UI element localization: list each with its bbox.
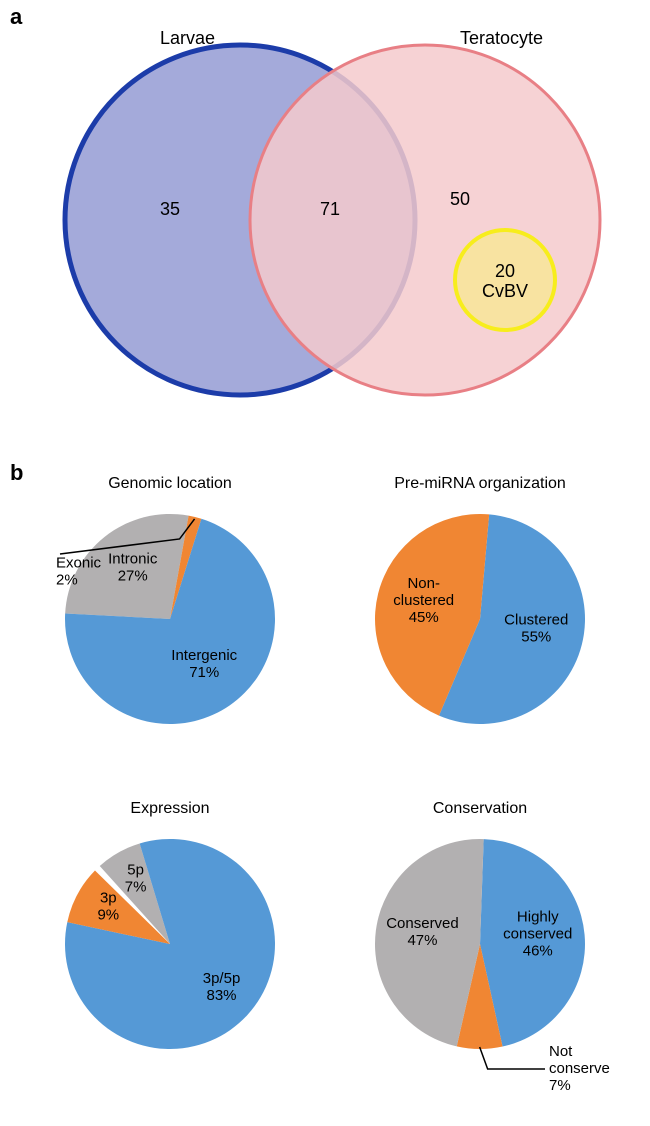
svg-text:35: 35 — [160, 199, 180, 219]
pie-genomic-title: Genomic location — [40, 475, 300, 493]
svg-text:conserved: conserved — [503, 926, 572, 943]
svg-text:83%: 83% — [207, 987, 237, 1004]
svg-text:Clustered: Clustered — [504, 612, 568, 629]
svg-text:Intronic: Intronic — [108, 550, 158, 567]
svg-text:clustered: clustered — [393, 592, 454, 609]
svg-text:5p: 5p — [127, 862, 144, 879]
svg-text:Exonic: Exonic — [56, 554, 102, 571]
figure-canvas: a Larvae Teratocyte 35715020CvBV b Genom… — [0, 0, 650, 1126]
svg-text:27%: 27% — [118, 567, 148, 584]
svg-text:7%: 7% — [125, 879, 147, 896]
svg-text:Conserved: Conserved — [386, 915, 459, 932]
svg-text:conserved: conserved — [549, 1060, 610, 1077]
panel-label-b: b — [10, 460, 23, 486]
svg-text:71%: 71% — [189, 664, 219, 681]
pie-expression: 5p7% 3p/5p83% 3p9% — [40, 824, 300, 1084]
svg-text:Highly: Highly — [517, 909, 559, 926]
svg-text:3p/5p: 3p/5p — [203, 970, 241, 987]
pie-expression-title: Expression — [40, 800, 300, 818]
venn-diagram: 35 71 50 20CvBV — [40, 20, 640, 400]
svg-text:47%: 47% — [407, 932, 437, 949]
pie-organization-title: Pre-miRNA organization — [350, 475, 610, 493]
svg-text:50: 50 — [450, 189, 470, 209]
svg-text:Non-: Non- — [407, 575, 440, 592]
svg-text:71: 71 — [320, 199, 340, 219]
svg-text:45%: 45% — [409, 609, 439, 626]
pie-organization: Clustered55% Non-clustered45% — [350, 499, 610, 759]
svg-text:9%: 9% — [97, 906, 119, 923]
svg-text:3p: 3p — [100, 889, 117, 906]
pie-conservation: Highlyconserved46%Conserved47%Notconserv… — [350, 824, 610, 1104]
pie-genomic: Intronic27% Intergenic71% Exonic2% — [40, 499, 300, 759]
svg-text:2%: 2% — [56, 571, 78, 588]
panel-label-a: a — [10, 4, 22, 30]
pie-expression-block: Expression 5p7% 3p/5p83% 3p9% — [40, 800, 300, 1084]
svg-text:7%: 7% — [549, 1077, 571, 1094]
svg-text:55%: 55% — [521, 629, 551, 646]
pie-genomic-block: Genomic location Intronic27% Intergenic71… — [40, 475, 300, 759]
pie-organization-block: Pre-miRNA organization Clustered55% Non-c… — [350, 475, 610, 759]
svg-text:Intergenic: Intergenic — [171, 647, 237, 664]
svg-text:20: 20 — [495, 261, 515, 281]
svg-text:46%: 46% — [523, 943, 553, 960]
pie-conservation-block: Conservation Highlyconserved46%Conserved… — [350, 800, 610, 1104]
svg-text:Not: Not — [549, 1043, 573, 1060]
svg-text:CvBV: CvBV — [482, 281, 528, 301]
pie-conservation-title: Conservation — [350, 800, 610, 818]
